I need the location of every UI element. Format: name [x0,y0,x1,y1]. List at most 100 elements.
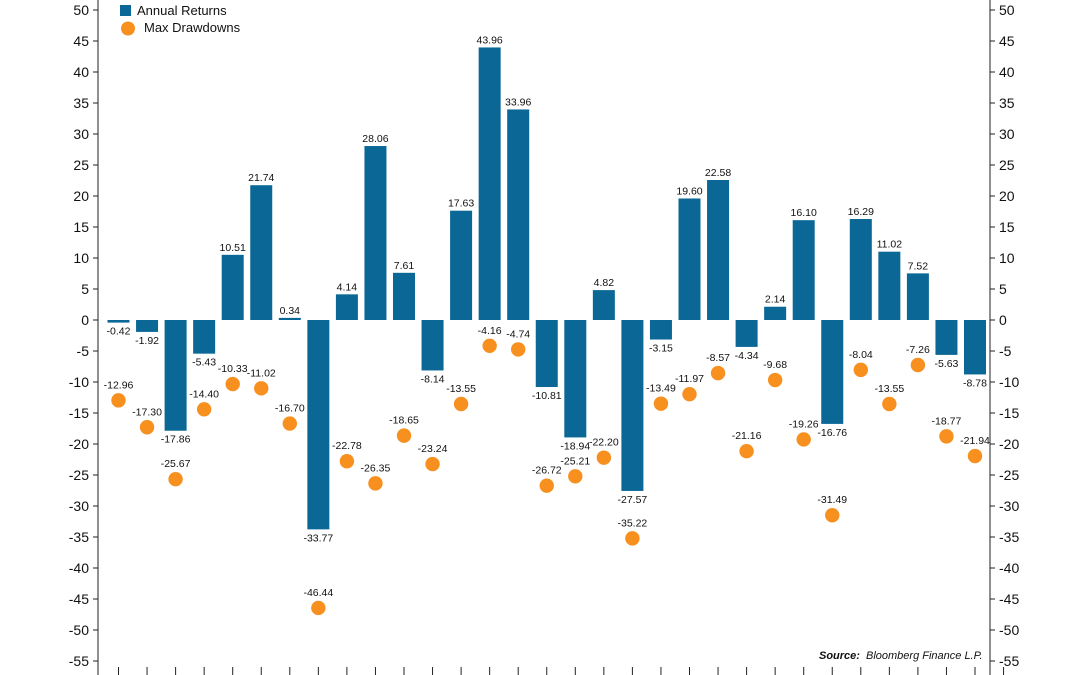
dots-layer [111,338,983,616]
right-y-tick-label: -40 [999,560,1019,576]
left-y-tick-label: 30 [73,126,89,142]
bar-annual-return [478,47,501,320]
bar-annual-return [507,109,530,320]
dot-max-drawdown [282,416,297,431]
bar-annual-return [906,273,929,320]
dot-max-drawdown [796,432,811,447]
left-y-tick-label: 25 [73,157,89,173]
left-y-tick-label: 10 [73,250,89,266]
bar-data-label: 0.34 [280,305,301,317]
left-y-tick-label: -35 [69,529,89,545]
dot-max-drawdown [396,428,412,443]
left-y-tick-label: -5 [77,343,90,359]
bar-data-label: 4.14 [337,281,358,293]
right-y-tick-label: -55 [999,653,1019,669]
right-y-tick-label: -25 [999,467,1019,483]
bar-annual-return [878,251,901,320]
bar-data-label: -5.63 [934,358,958,370]
bar-annual-return [278,317,301,320]
bar-data-label: -8.78 [963,377,987,389]
bar-annual-return [421,320,444,371]
bar-annual-return [335,294,358,320]
dot-data-label: -8.04 [849,349,873,361]
bar-data-label: 28.06 [362,133,388,145]
dot-data-label: -10.33 [218,363,248,375]
left-y-tick-label: -20 [69,436,89,452]
bar-data-label: -16.76 [817,427,847,439]
dot-max-drawdown [111,393,126,408]
dot-data-label: -4.16 [478,325,502,337]
right-y-tick-label: -50 [999,622,1019,638]
bar-data-label: 17.63 [448,198,474,210]
dot-max-drawdown [882,396,897,412]
legend: Annual Returns Max Drawdowns [120,3,241,36]
bar-data-label: -27.57 [618,494,648,506]
right-y-tick-label: 5 [999,281,1007,297]
bar-data-label: 7.61 [394,260,415,272]
right-y-tick-label: 25 [999,157,1015,173]
right-y-tick-label: 45 [999,33,1015,49]
bar-annual-return [707,180,730,320]
legend-label-annual-returns: Annual Returns [137,3,227,18]
bar-annual-return [364,146,387,320]
bar-annual-return [450,210,473,320]
left-y-tick-label: -25 [69,467,89,483]
right-y-tick-label: 15 [999,219,1015,235]
dot-max-drawdown [767,372,783,388]
bar-data-label: 16.29 [848,206,874,218]
bar-annual-return [935,320,958,355]
bar-annual-return [735,320,758,347]
left-y-tick-label: 50 [73,2,89,18]
bar-annual-return [193,320,216,354]
bar-annual-return [307,320,330,530]
right-y-tick-label: -35 [999,529,1019,545]
dot-max-drawdown [539,478,554,493]
dot-max-drawdown [596,450,612,465]
left-y-tick-label: 5 [81,281,89,297]
bar-data-label: -33.77 [303,532,333,544]
bar-data-label: -10.81 [532,390,562,402]
bar-data-label: -17.86 [161,434,191,446]
bar-data-label: 2.14 [765,294,786,306]
bar-data-label: -0.42 [107,326,131,338]
labels-layer: -0.42 -1.92 -17.86 -5.43 10.51 21.74 0.34 -33.7… [104,34,990,598]
bar-data-label: -1.92 [135,335,159,347]
dot-max-drawdown [425,456,440,472]
left-y-tick-label: -30 [69,498,89,514]
bar-data-label: -8.14 [421,373,445,385]
dot-data-label: -31.49 [817,494,847,506]
right-y-tick-label: -45 [999,591,1019,607]
bar-data-label: -18.94 [560,440,590,452]
bar-annual-return [764,306,787,320]
dot-max-drawdown [568,469,583,484]
dot-data-label: -16.70 [275,403,305,415]
right-y-tick-label: -5 [999,343,1012,359]
bar-data-label: 7.52 [908,260,929,272]
legend-marker-annual-returns [120,5,131,16]
bar-annual-return [964,320,986,375]
bar-annual-return [649,320,672,340]
dot-data-label: -14.40 [189,388,219,400]
right-y-tick-label: 40 [999,64,1015,80]
bar-data-label: -3.15 [649,343,673,355]
dot-data-label: -13.55 [446,383,476,395]
dot-data-label: -4.74 [506,328,530,340]
bar-annual-return [250,185,273,320]
dot-data-label: -8.57 [706,352,730,364]
legend-marker-max-drawdowns [121,21,135,36]
right-y-tick-label: -10 [999,374,1019,390]
left-y-tick-label: -45 [69,591,89,607]
dot-max-drawdown [168,471,183,487]
bar-annual-return [821,320,844,424]
dot-max-drawdown [482,338,497,353]
bars-layer [107,47,986,530]
right-y-tick-label: 10 [999,250,1015,266]
left-y-tick-label: 40 [73,64,89,80]
bar-data-label: 21.74 [248,172,274,184]
bar-data-label: 19.60 [676,185,702,197]
dot-max-drawdown [682,387,697,402]
dot-data-label: -22.78 [332,440,362,452]
left-y-tick-label: -50 [69,622,89,638]
